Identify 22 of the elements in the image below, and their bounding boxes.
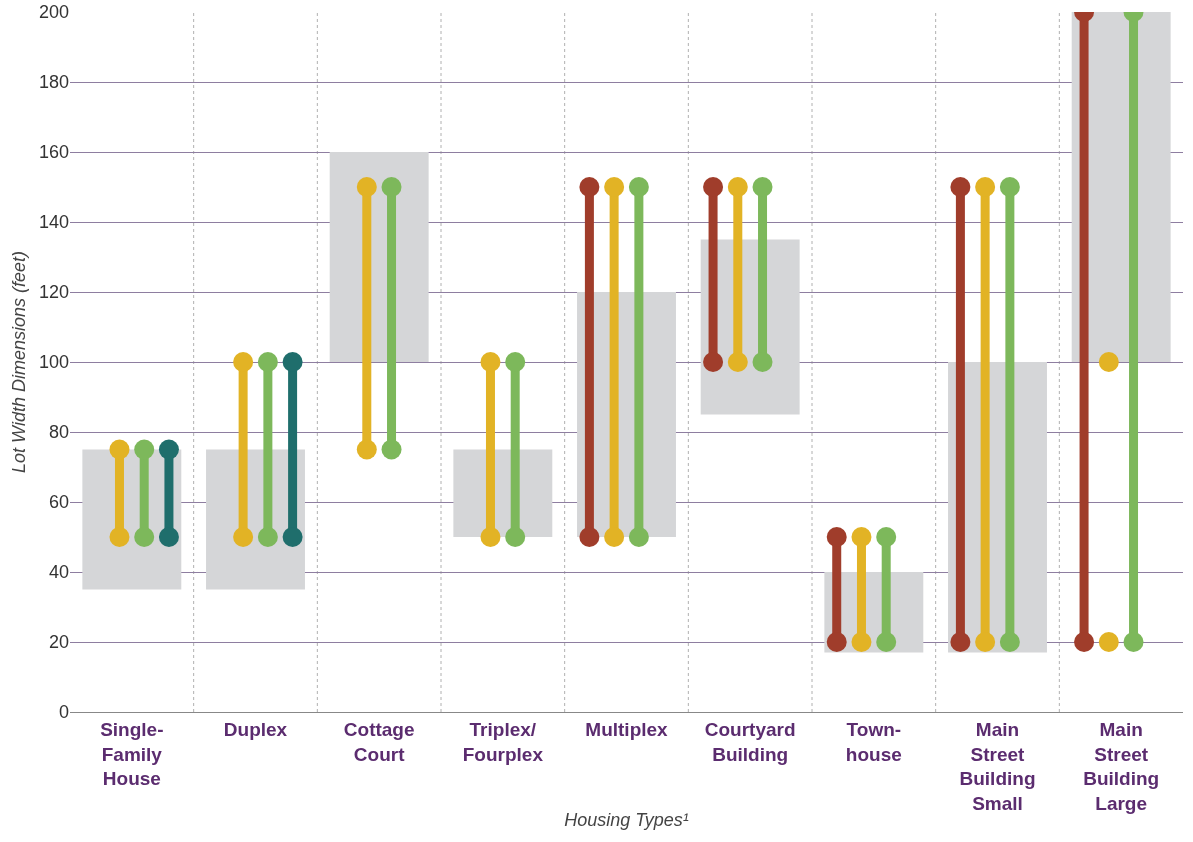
x-tick-label: Main Street Building Large [1083, 718, 1160, 814]
x-tick-label: Cottage Court [343, 718, 415, 765]
y-tick-label: 120 [38, 282, 69, 303]
x-tick-label: Courtyard Building [704, 718, 796, 765]
y-tick-label: 80 [48, 422, 69, 443]
y-tick-label: 100 [38, 352, 69, 373]
y-tick-label: 20 [48, 632, 69, 653]
x-tick-label: Multiplex [585, 718, 669, 740]
x-axis-title: Housing Types¹ [564, 810, 689, 830]
x-tick-label: Town- house [845, 718, 902, 765]
y-tick-label: 60 [48, 492, 69, 513]
y-tick-label: 0 [58, 702, 69, 723]
y-tick-label: 200 [38, 2, 69, 23]
y-tick-label: 180 [38, 72, 69, 93]
y-tick-label: 40 [48, 562, 69, 583]
y-axis-title: Lot Width Dimensions (feet) [9, 251, 30, 473]
y-tick-label: 140 [38, 212, 69, 233]
x-tick-label: Triplex/ Fourplex [462, 718, 544, 765]
y-tick-label: 160 [38, 142, 69, 163]
x-tick-label: Duplex [223, 718, 288, 740]
x-tick-label: Single- Family House [100, 718, 164, 790]
x-tick-label: Main Street Building Small [959, 718, 1036, 814]
